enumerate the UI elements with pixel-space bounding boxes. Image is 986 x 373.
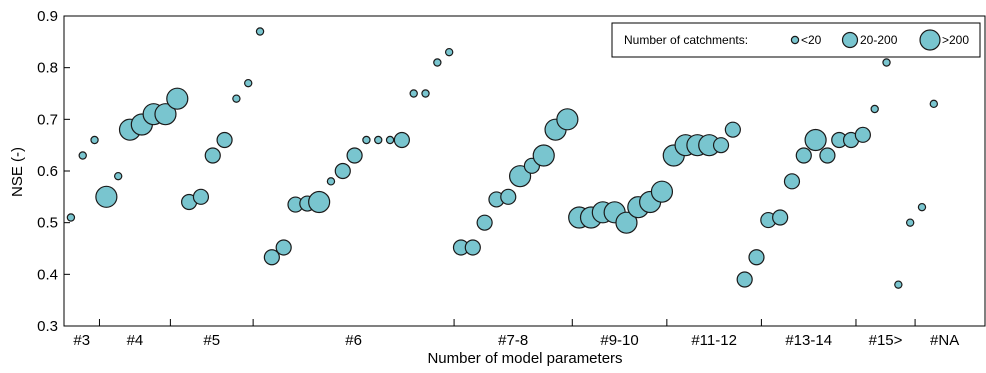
x-group-label: #7-8 [498, 332, 528, 349]
data-point [905, 218, 915, 227]
data-point [854, 126, 871, 143]
data-point [113, 171, 123, 181]
data-point [917, 202, 927, 212]
data-point [819, 147, 836, 164]
x-group-label: #5 [203, 332, 220, 349]
x-group-label: #11-12 [691, 332, 737, 349]
data-point [308, 190, 331, 214]
x-axis-title: Number of model parameters [427, 350, 622, 367]
y-tick-label: 0.3 [37, 318, 58, 335]
data-point [444, 47, 454, 57]
data-point [870, 104, 879, 114]
data-point [346, 147, 363, 164]
data-points [66, 27, 939, 289]
data-point [244, 78, 253, 88]
y-tick-label: 0.8 [37, 60, 58, 77]
legend-label: <20 [801, 33, 822, 47]
data-point [464, 239, 481, 256]
data-point [532, 144, 555, 167]
legend-title: Number of catchments: [624, 33, 748, 47]
data-point [166, 87, 189, 110]
data-point [66, 213, 76, 222]
data-point [748, 249, 765, 266]
data-point [362, 135, 371, 145]
x-group-label: #13-14 [785, 332, 832, 349]
data-point [409, 89, 418, 98]
legend-marker [841, 31, 859, 49]
data-point [736, 271, 753, 288]
data-point [615, 211, 638, 234]
data-point [154, 103, 177, 126]
x-group-label: #NA [930, 332, 959, 349]
y-tick-label: 0.4 [37, 266, 58, 283]
data-point [374, 135, 383, 145]
data-point [95, 185, 118, 208]
data-point [393, 131, 410, 149]
data-point [476, 214, 493, 231]
data-point [334, 162, 351, 180]
x-axis: #3 #4 #5 #6 #7-8 #9-10 #11-12 #13-14 #15> #NA [73, 319, 959, 349]
data-point [508, 165, 532, 188]
x-group-label: #4 [127, 332, 144, 349]
data-point [712, 137, 730, 154]
data-point [882, 58, 891, 67]
y-tick-label: 0.5 [37, 215, 58, 232]
data-point [90, 135, 99, 145]
data-point [804, 128, 827, 152]
data-point [385, 135, 395, 145]
data-point [500, 188, 517, 205]
x-group-label: #9-10 [600, 332, 638, 349]
x-group-label: #3 [73, 332, 90, 349]
data-point [326, 177, 336, 186]
data-point [783, 173, 801, 190]
y-tick-label: 0.6 [37, 163, 58, 180]
x-group-label: #6 [345, 332, 362, 349]
data-point [192, 188, 210, 205]
y-axis-title: NSE (-) [9, 147, 26, 197]
data-point [216, 131, 233, 149]
legend-label: >200 [942, 33, 969, 47]
legend-marker [919, 29, 941, 51]
y-axis: 0.3 0.4 0.5 0.6 0.7 0.8 0.9 [37, 8, 70, 335]
data-point [232, 94, 241, 103]
data-point [556, 108, 579, 131]
data-point [650, 180, 674, 203]
data-point [724, 121, 741, 138]
data-point [795, 147, 812, 164]
data-point [772, 209, 789, 226]
data-point [929, 99, 939, 109]
x-group-label: #15> [869, 332, 903, 349]
data-point [275, 239, 292, 256]
data-point [894, 280, 903, 289]
data-point [255, 27, 265, 36]
data-point [433, 58, 442, 67]
y-tick-label: 0.9 [37, 8, 58, 25]
data-point [263, 249, 280, 266]
y-tick-label: 0.7 [37, 111, 58, 128]
legend-label: 20-200 [860, 33, 898, 47]
data-point [421, 89, 430, 98]
data-point [204, 147, 221, 164]
legend-marker [790, 35, 800, 45]
data-point [78, 151, 87, 160]
legend: Number of catchments: <20 20-200 >200 [611, 22, 981, 58]
